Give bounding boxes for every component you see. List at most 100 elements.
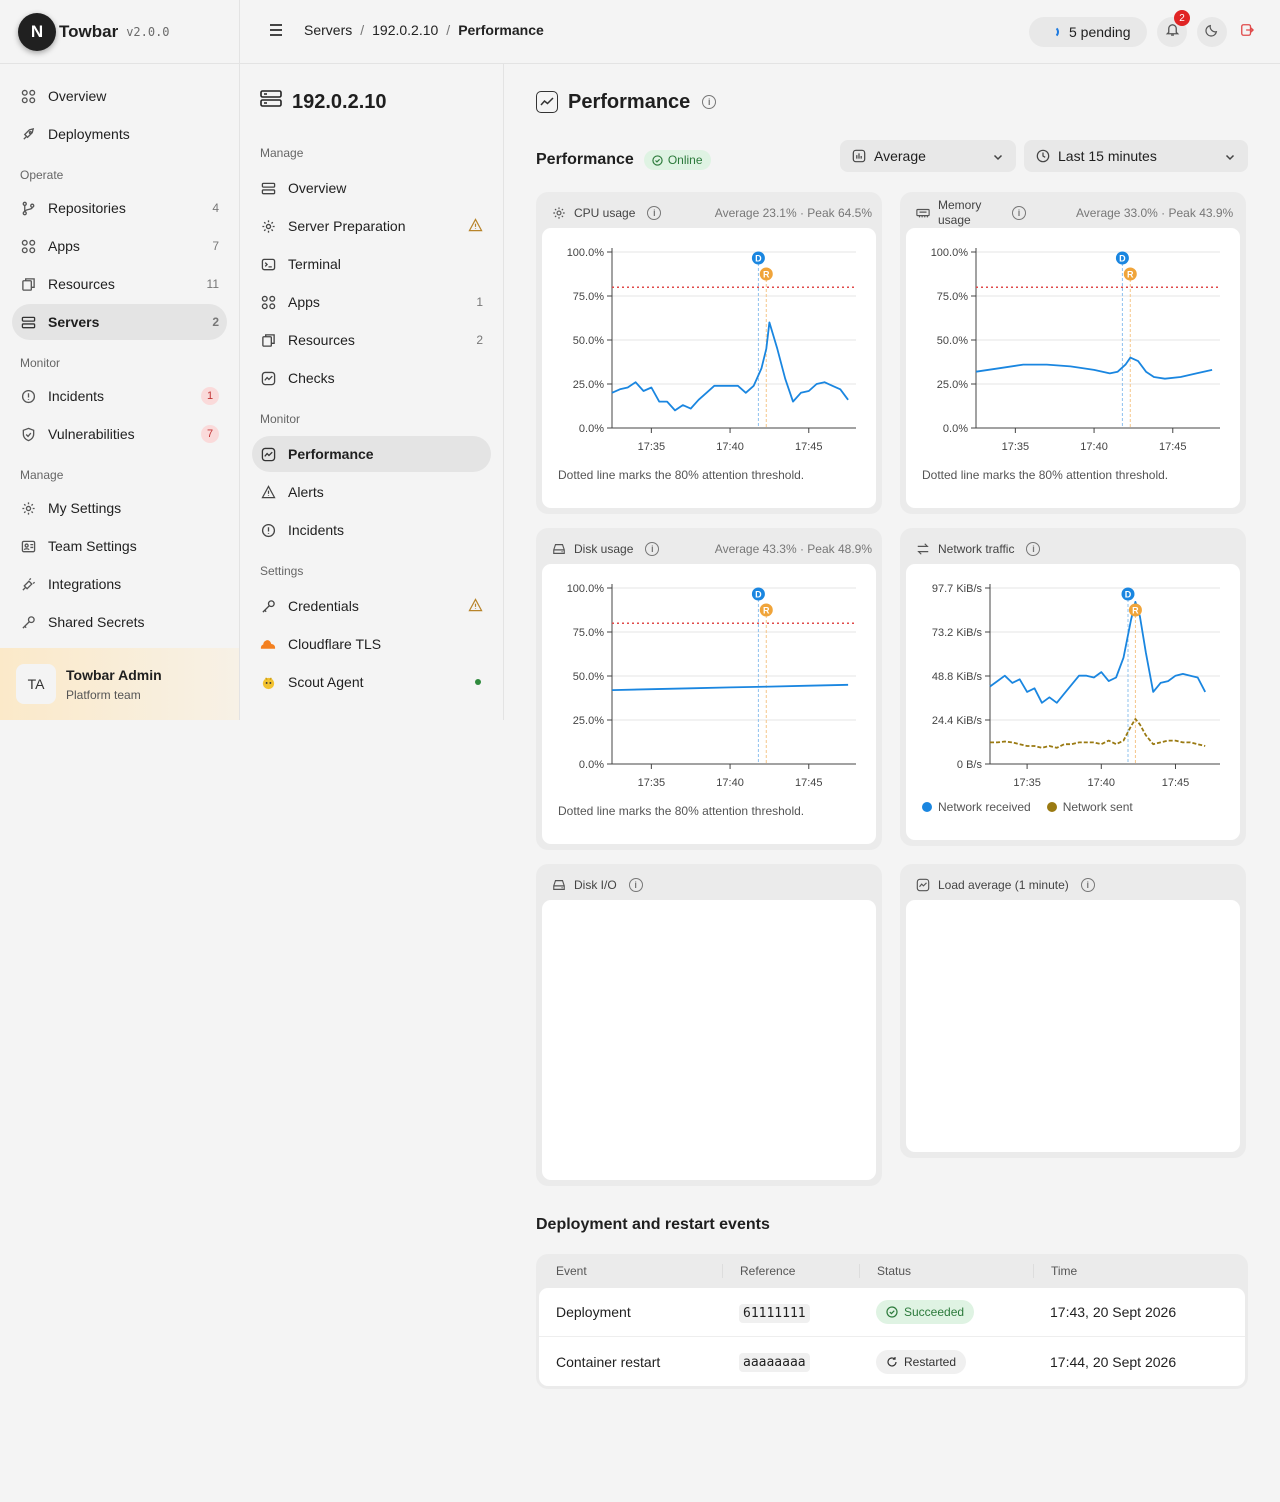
sidebar-item-repositories[interactable]: Repositories 4 [12, 190, 227, 226]
server-nav-performance[interactable]: Performance [252, 436, 491, 472]
pending-button[interactable]: 5 pending [1029, 17, 1147, 47]
server-nav-checks[interactable]: Checks [252, 360, 491, 396]
notifications-button[interactable]: 2 [1157, 10, 1190, 47]
time-range-select[interactable]: Last 15 minutes [1024, 140, 1248, 172]
legend-item[interactable]: Network sent [1046, 800, 1133, 814]
sidebar-item-label: Incidents [48, 388, 105, 404]
aggregate-select[interactable]: Average [840, 140, 1016, 172]
event-ref: 61111111 [739, 1303, 810, 1323]
sidebar-item-integrations[interactable]: Integrations [12, 566, 227, 602]
info-icon[interactable]: i [1026, 542, 1041, 556]
load-average-card: Load average (1 minute) i [900, 864, 1246, 1158]
alert-circle-icon [20, 388, 36, 404]
server-nav-label: Scout Agent [288, 674, 364, 690]
info-icon[interactable]: i [1012, 206, 1026, 220]
server-nav-scout-agent[interactable]: Scout Agent [252, 664, 491, 700]
breadcrumb-separator: / [446, 22, 451, 38]
legend-item[interactable]: Network received [922, 800, 1031, 814]
sidebar-item-resources[interactable]: Resources 11 [12, 266, 227, 302]
column-header[interactable]: Reference [722, 1264, 859, 1278]
y-tick-label: 25.0% [937, 379, 968, 391]
deploy-marker [751, 251, 765, 265]
card-title: Disk usage [574, 542, 634, 556]
sidebar-item-label: Repositories [48, 200, 126, 216]
sidebar-item-incidents[interactable]: Incidents 1 [12, 378, 227, 414]
performance-header: Performance Online Average Last 15 minut… [536, 140, 1248, 180]
y-tick-label: 0 B/s [957, 759, 983, 771]
event-status-cell: Succeeded [859, 1300, 1033, 1324]
info-icon[interactable]: i [1080, 878, 1095, 892]
card-header: Memory usage i Average 33.0% · Peak 43.9… [906, 198, 1240, 228]
sidebar-item-vulnerabilities[interactable]: Vulnerabilities 7 [12, 416, 227, 452]
server-nav-overview[interactable]: Overview [252, 170, 491, 206]
pending-label: 5 pending [1069, 24, 1131, 40]
server-nav-cloudflare-tls[interactable]: Cloudflare TLS [252, 626, 491, 662]
column-header[interactable]: Status [859, 1264, 1033, 1278]
threshold-note: Dotted line marks the 80% attention thre… [922, 468, 1169, 482]
sidebar-item-overview[interactable]: Overview [12, 78, 227, 114]
count-badge: 1 [476, 295, 483, 309]
server-nav-alerts[interactable]: Alerts [252, 474, 491, 510]
status-label: Online [667, 153, 703, 167]
logout-button[interactable] [1232, 17, 1262, 47]
sidebar-item-label: Overview [48, 88, 107, 104]
column-header[interactable]: Time [1033, 1264, 1245, 1278]
info-icon[interactable]: i [645, 542, 660, 556]
sidebar-item-servers[interactable]: Servers 2 [12, 304, 227, 340]
sidebar-item-apps[interactable]: Apps 7 [12, 228, 227, 264]
event-time: 17:44, 20 Sept 2026 [1050, 1353, 1177, 1370]
card-header: CPU usage i Average 23.1% · Peak 64.5% [542, 198, 876, 228]
server-nav-credentials[interactable]: Credentials [252, 588, 491, 624]
restart-icon [887, 1356, 897, 1367]
plug-icon [20, 576, 36, 592]
cpu-icon [552, 206, 566, 220]
menu-icon[interactable] [270, 24, 282, 38]
server-icon [20, 314, 36, 330]
sidebar-item-label: Apps [48, 238, 80, 254]
sidebar-item-team-settings[interactable]: Team Settings [12, 528, 227, 564]
y-tick-label: 0.0% [579, 423, 604, 435]
gear-icon [20, 500, 36, 516]
grid-icon [20, 88, 36, 104]
server-nav-label: Checks [288, 370, 335, 386]
server-nav-apps[interactable]: Apps 1 [252, 284, 491, 320]
y-tick-label: 75.0% [573, 627, 604, 639]
server-name: 192.0.2.10 [292, 90, 387, 113]
events-title: Deployment and restart events [536, 1216, 770, 1233]
sidebar-item-my-settings[interactable]: My Settings [12, 490, 227, 526]
chart-body-empty [906, 900, 1240, 1152]
server-nav-incidents[interactable]: Incidents [252, 512, 491, 548]
breadcrumb-servers[interactable]: Servers [304, 22, 353, 38]
y-tick-label: 25.0% [573, 379, 604, 391]
server-nav-label: Incidents [288, 522, 345, 538]
y-tick-label: 73.2 KiB/s [932, 627, 983, 639]
card-stats: Average 43.3% · Peak 48.9% [714, 542, 872, 556]
count-badge: 4 [212, 201, 219, 215]
server-nav-server-preparation[interactable]: Server Preparation [252, 208, 491, 244]
table-row[interactable]: Deployment 61111111 Succeeded 17:43, 20 … [539, 1288, 1245, 1337]
memory-usage-card: Memory usage i Average 33.0% · Peak 43.9… [900, 192, 1246, 514]
user-card[interactable]: TA Towbar Admin Platform team [0, 648, 239, 720]
deploy-marker-label: D [755, 254, 762, 264]
info-icon[interactable]: i [647, 206, 662, 220]
moon-icon [1205, 23, 1219, 42]
brand-name: Towbar [59, 21, 119, 41]
x-tick-label: 17:40 [1080, 441, 1108, 453]
breadcrumb-server[interactable]: 192.0.2.10 [372, 22, 439, 38]
count-badge: 2 [476, 333, 483, 347]
sidebar-item-shared-secrets[interactable]: Shared Secrets [12, 604, 227, 640]
status-badge: Restarted [876, 1349, 967, 1374]
events-table: Event Reference Status Time Deployment 6… [536, 1254, 1248, 1389]
table-row[interactable]: Container restart aaaaaaaa Restarted 17:… [539, 1337, 1245, 1386]
y-tick-label: 0.0% [943, 423, 968, 435]
server-nav-terminal[interactable]: Terminal [252, 246, 491, 282]
event-ref-cell: aaaaaaaa [722, 1353, 859, 1372]
sidebar-item-deployments[interactable]: Deployments [12, 116, 227, 152]
info-icon[interactable]: i [702, 95, 717, 109]
column-header[interactable]: Event [556, 1264, 587, 1278]
theme-toggle-button[interactable] [1197, 17, 1227, 47]
server-nav-resources[interactable]: Resources 2 [252, 322, 491, 358]
info-icon[interactable]: i [628, 878, 643, 892]
brand[interactable]: N Towbar v2.0.0 [0, 0, 239, 64]
server-nav-label: Alerts [288, 484, 324, 500]
